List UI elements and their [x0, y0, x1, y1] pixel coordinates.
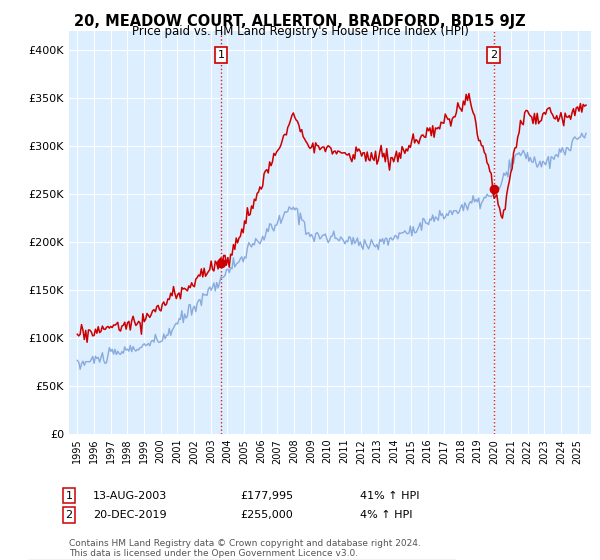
Text: 1: 1 — [65, 491, 73, 501]
Text: This data is licensed under the Open Government Licence v3.0.: This data is licensed under the Open Gov… — [69, 549, 358, 558]
Text: Contains HM Land Registry data © Crown copyright and database right 2024.: Contains HM Land Registry data © Crown c… — [69, 539, 421, 548]
Text: 2: 2 — [490, 50, 497, 60]
Text: 20-DEC-2019: 20-DEC-2019 — [93, 510, 167, 520]
Text: 1: 1 — [218, 50, 224, 60]
Text: 2: 2 — [65, 510, 73, 520]
Text: £177,995: £177,995 — [240, 491, 293, 501]
Text: 4% ↑ HPI: 4% ↑ HPI — [360, 510, 413, 520]
Text: Price paid vs. HM Land Registry's House Price Index (HPI): Price paid vs. HM Land Registry's House … — [131, 25, 469, 38]
Text: £255,000: £255,000 — [240, 510, 293, 520]
Text: 20, MEADOW COURT, ALLERTON, BRADFORD, BD15 9JZ: 20, MEADOW COURT, ALLERTON, BRADFORD, BD… — [74, 14, 526, 29]
Text: 13-AUG-2003: 13-AUG-2003 — [93, 491, 167, 501]
Text: 41% ↑ HPI: 41% ↑ HPI — [360, 491, 419, 501]
